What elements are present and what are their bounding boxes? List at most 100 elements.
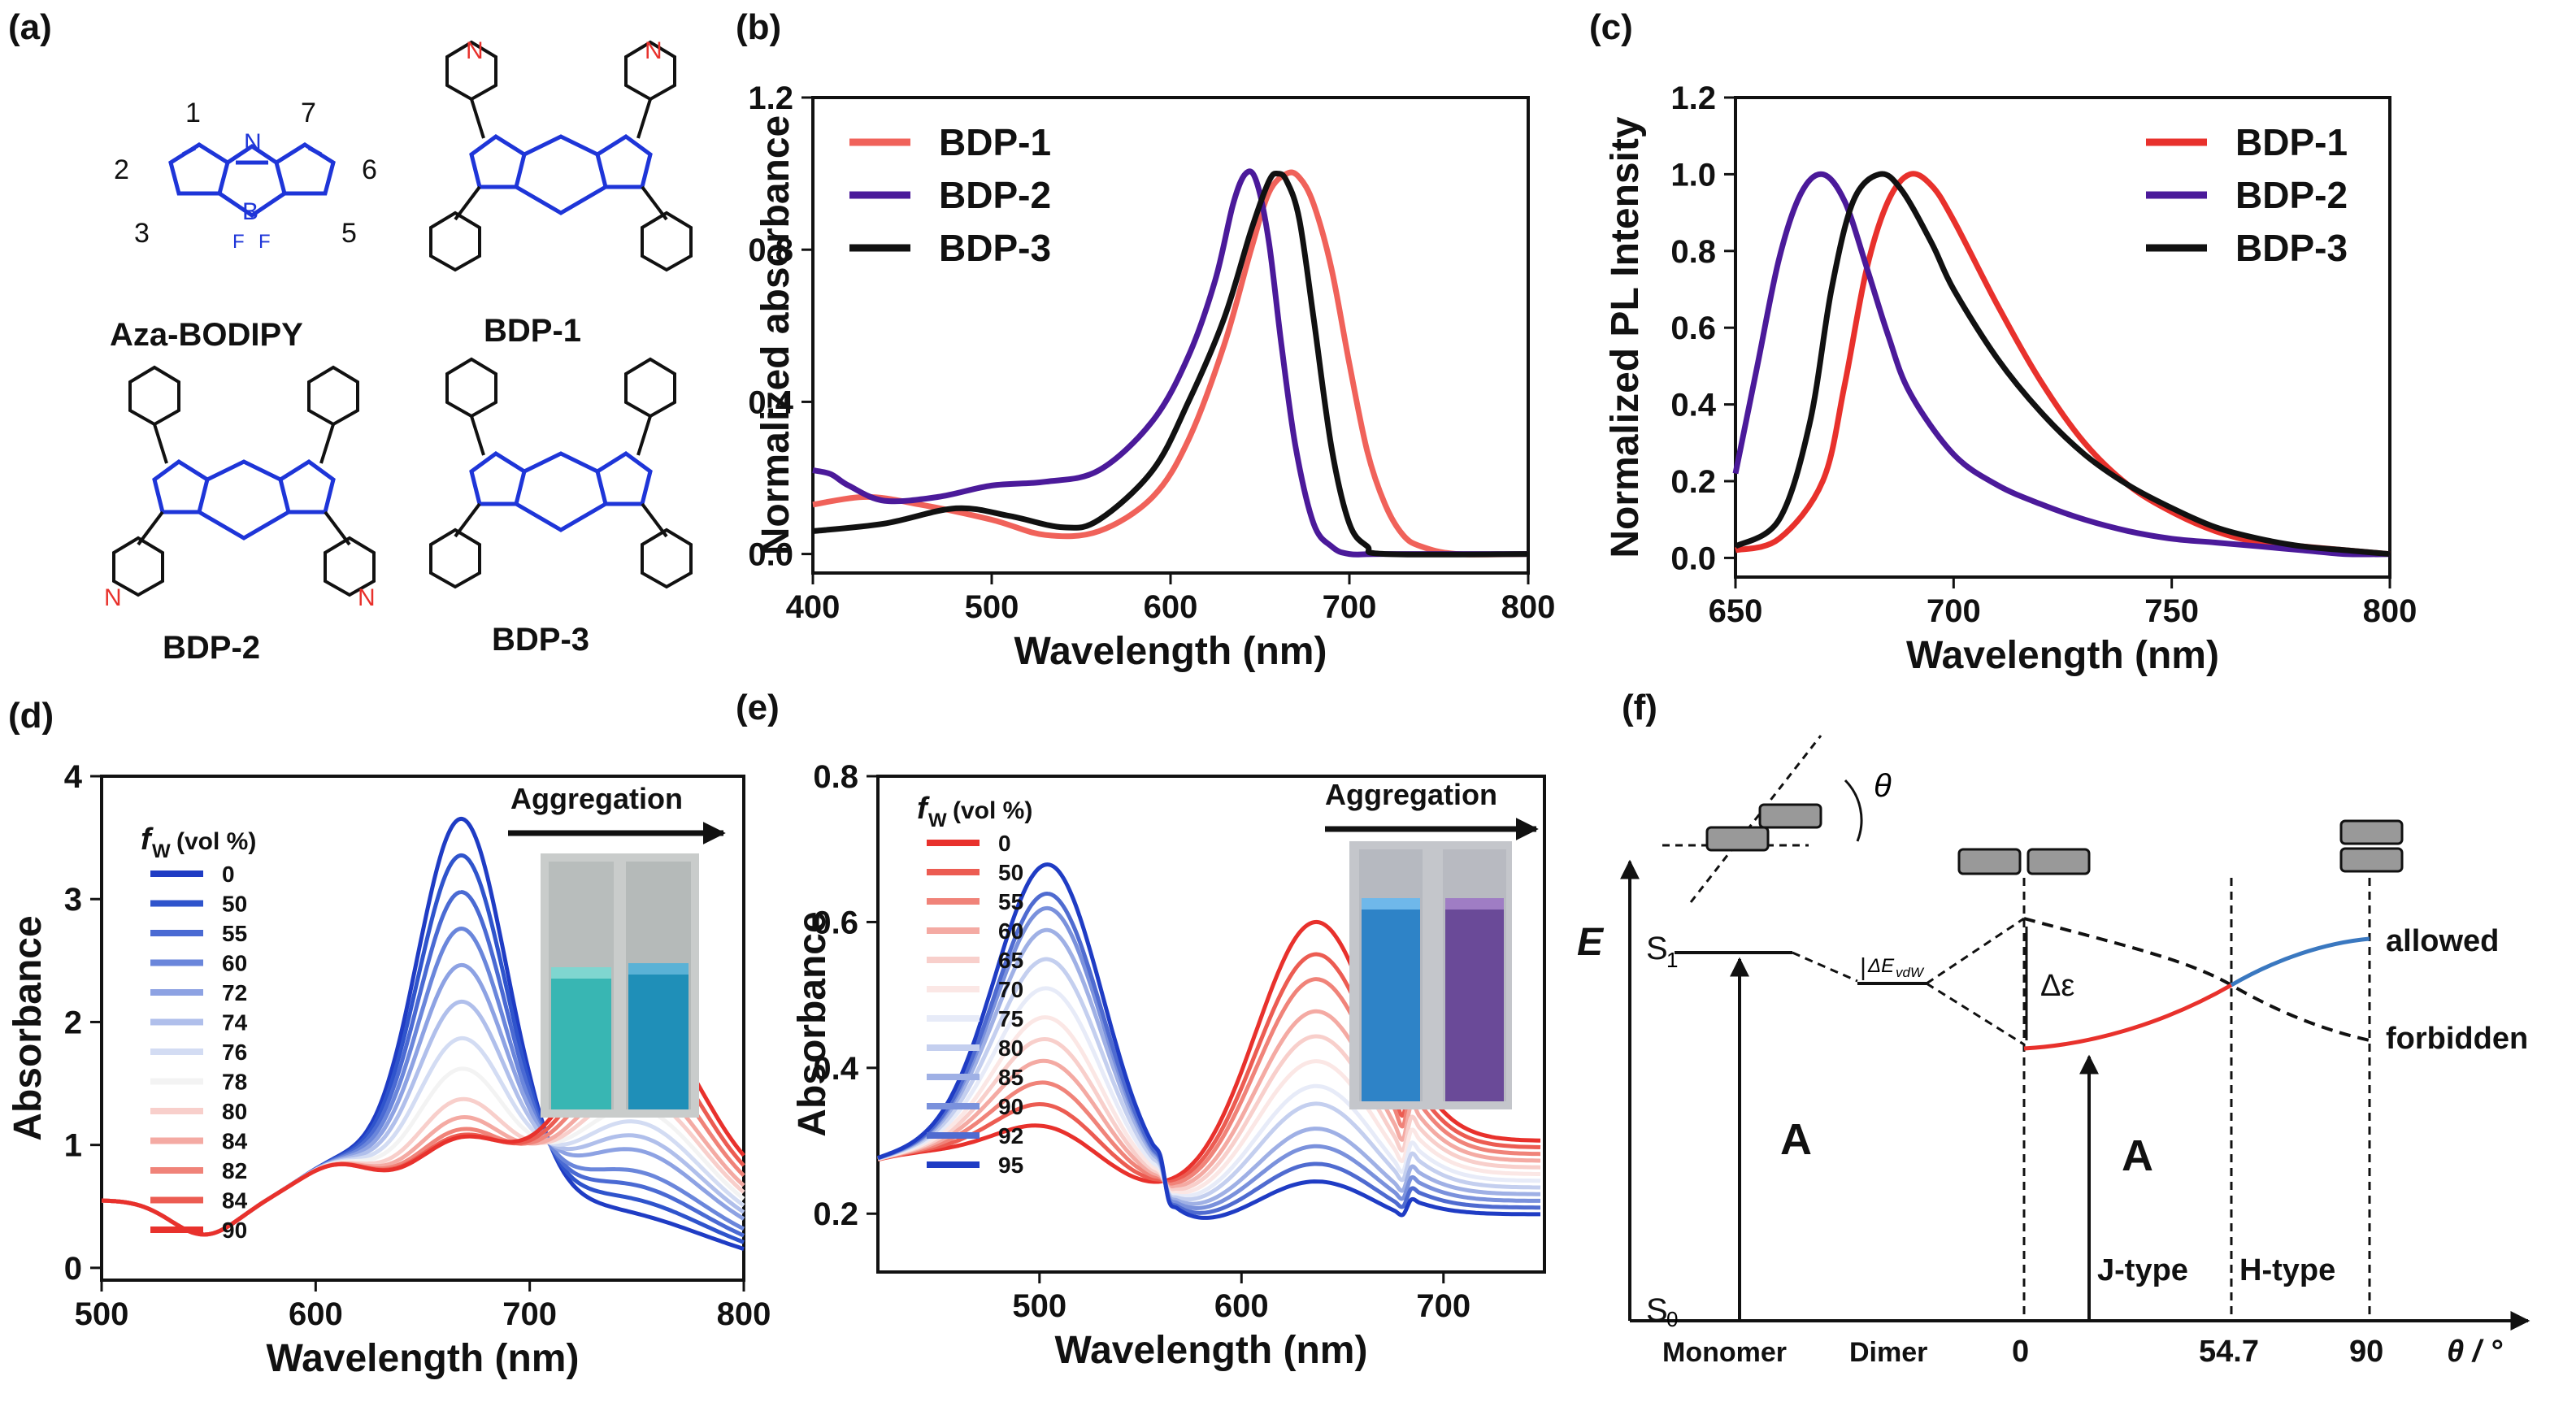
y-tick-label: 0.4 [813, 1051, 858, 1087]
legend-label: 50 [222, 892, 247, 917]
x-tick-label: 600 [1214, 1288, 1269, 1324]
forbidden-label: forbidden [2386, 1022, 2528, 1056]
y-tick-label: 0 [64, 1251, 82, 1287]
y-tick-label: 0.4 [748, 384, 793, 420]
s0-subscript: 0 [1666, 1307, 1678, 1331]
legend-title: f [917, 792, 930, 826]
plot-frame [1734, 96, 2391, 579]
theta-symbol: θ [1874, 768, 1892, 804]
stacked-dimer-icon [2339, 819, 2404, 873]
cuvette-photo-e [1349, 841, 1512, 1109]
x-tick-label: 700 [1416, 1288, 1470, 1324]
x-tick-label: 650 [1709, 593, 1763, 629]
legend-label: 84 [222, 1129, 248, 1154]
molecule-bdp-2 [112, 365, 376, 597]
molecule-name-aza-bodipy: Aza-BODIPY [110, 317, 303, 353]
legend-label: 60 [998, 918, 1023, 944]
x-tick-label: 800 [2363, 593, 2417, 629]
x-tick-label: 750 [2144, 593, 2199, 629]
panel-label-b: (b) [736, 7, 781, 47]
x-tick-label: 500 [75, 1296, 129, 1332]
panel-label-e: (e) [736, 688, 780, 727]
theta-axis-label: θ / ° [2447, 1335, 2503, 1369]
x-tick-label: 700 [1323, 589, 1377, 625]
y-tick-label: 0.0 [1670, 541, 1716, 576]
y-tick-label: 0.8 [813, 759, 858, 795]
position-1: 1 [185, 98, 201, 128]
y-axis-label: Absorbance [791, 911, 834, 1136]
legend-label: BDP-1 [2235, 121, 2348, 163]
x-tick-label: 600 [1144, 589, 1198, 625]
panel-label-a: (a) [8, 7, 52, 47]
h-allowed-curve [2230, 936, 2370, 988]
fw-series-line [877, 891, 1541, 1215]
molecule-aza-bodipy [168, 142, 336, 219]
allowed-label: allowed [2386, 924, 2499, 958]
position-6: 6 [362, 154, 377, 185]
molecule-name-bdp-1: BDP-1 [484, 313, 581, 349]
y-axis-label: Absorbance [7, 915, 50, 1140]
series-line-bdp-3 [812, 170, 1529, 558]
legend-title-unit: (vol %) [953, 797, 1032, 824]
legend-title-unit: (vol %) [176, 828, 256, 855]
legend-label: 60 [222, 951, 247, 976]
fw-series-line [877, 1015, 1541, 1196]
fw-series-line [877, 977, 1541, 1187]
plot-frame [876, 775, 1546, 1274]
h-type-label: H-type [2239, 1253, 2335, 1287]
molecule-name-bdp-3: BDP-3 [492, 622, 589, 658]
legend-label: 78 [222, 1070, 247, 1095]
y-tick-label: 0.8 [1670, 234, 1716, 270]
series-line-bdp-1 [812, 169, 1529, 558]
fw-series-line [877, 957, 1541, 1202]
chart-c: 650 700 750 800 0.0 0.2 0.4 0.6 0.8 1.0 1.2 Wavelen… [1604, 80, 2417, 677]
legend-label: BDP-3 [939, 227, 1051, 269]
x-axis-label: Wavelength (nm) [1014, 630, 1327, 673]
legend-label: 0 [998, 831, 1011, 856]
legend-title-subscript: W [152, 840, 171, 862]
x-tick-label: 800 [717, 1296, 771, 1332]
theta-tick-90: 90 [2349, 1335, 2383, 1369]
atom-b-core: B [242, 198, 258, 225]
y-tick-label: 0.2 [813, 1196, 858, 1232]
position-7: 7 [301, 98, 316, 128]
x-axis-label: Wavelength (nm) [1055, 1329, 1368, 1372]
series-line-bdp-1 [1735, 171, 2391, 558]
fw-series-line [877, 862, 1540, 1220]
legend-label: BDP-2 [2235, 174, 2348, 216]
y-tick-label: 1.2 [1670, 80, 1716, 116]
fw-series-line [877, 927, 1541, 1206]
legend-label: 72 [222, 980, 247, 1005]
x-axis-label: Wavelength (nm) [267, 1337, 580, 1380]
x-tick-label: 700 [502, 1296, 557, 1332]
series-line-bdp-3 [1734, 171, 2391, 558]
atom-f1-core: F [232, 231, 245, 253]
aggregation-label-d: Aggregation [510, 782, 683, 815]
y-tick-label: 4 [64, 759, 83, 795]
legend-title-subscript: W [928, 810, 947, 831]
dimer-upper-split [1926, 917, 2025, 985]
molecule-name-bdp-2: BDP-2 [163, 630, 260, 666]
legend-label: 55 [222, 921, 247, 946]
position-3: 3 [134, 218, 150, 249]
legend-label: BDP-1 [939, 121, 1051, 163]
x-tick-label: 800 [1501, 589, 1556, 625]
tilted-dimer-icon: θ [1662, 735, 1892, 903]
y-axis-label: Normalized absorbance [754, 115, 797, 556]
legend-label: BDP-2 [939, 174, 1051, 216]
panel-f: (f) E S 1 S 0 A ΔE vdW Δε [1577, 688, 2530, 1369]
y-tick-label: 1 [64, 1128, 82, 1164]
fw-series-line [877, 1009, 1541, 1190]
atom-n-bdp2-left: N [104, 584, 122, 611]
plot-frame [100, 775, 745, 1282]
legend-label: 74 [222, 1010, 248, 1035]
panel-label-c: (c) [1589, 7, 1633, 47]
vdw-label: ΔE [1867, 955, 1895, 977]
legend-label: 55 [998, 889, 1023, 914]
s0-label: S [1646, 1292, 1668, 1328]
y-tick-label: 1.0 [1670, 157, 1716, 193]
y-tick-label: 0.6 [1670, 310, 1716, 346]
